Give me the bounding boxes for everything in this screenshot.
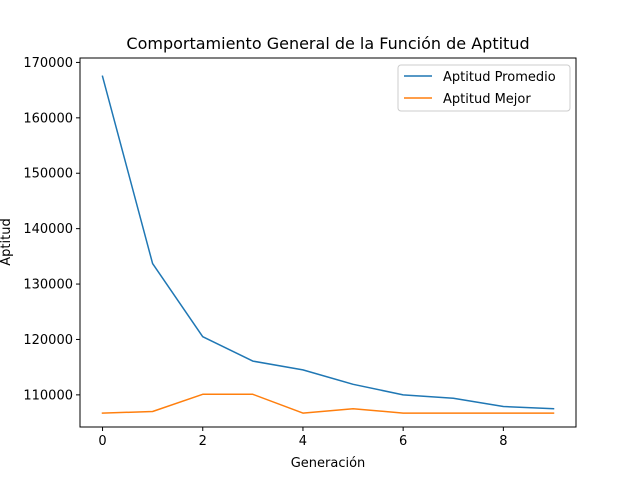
legend: Aptitud Promedio Aptitud Mejor [397, 64, 571, 112]
x-tick-label: 2 [199, 434, 207, 449]
x-tick-label: 6 [399, 434, 407, 449]
y-axis-label: Aptitud [0, 218, 14, 265]
x-tick-label: 4 [299, 434, 307, 449]
y-tick-label: 110000 [23, 388, 73, 403]
y-tick-label: 170000 [23, 56, 73, 71]
y-axis: 110000 120000 130000 140000 150000 160000 1700… [23, 56, 80, 403]
x-axis: 0 2 4 6 8 [98, 427, 507, 449]
legend-label: Aptitud Mejor [443, 92, 531, 107]
y-tick-label: 150000 [23, 167, 73, 182]
y-tick-label: 130000 [23, 278, 73, 293]
x-tick-label: 0 [98, 434, 106, 449]
chart-title: Comportamiento General de la Función de … [126, 34, 529, 53]
y-tick-label: 140000 [23, 222, 73, 237]
series-line-aptitud-mejor [101, 393, 555, 414]
legend-label: Aptitud Promedio [443, 70, 556, 85]
series-layer [101, 75, 555, 414]
plot-area-frame [79, 57, 577, 428]
legend-box [397, 64, 571, 112]
x-tick-label: 8 [499, 434, 507, 449]
x-axis-label: Generación [291, 456, 366, 471]
y-tick-label: 160000 [23, 111, 73, 126]
series-line-aptitud-promedio [101, 75, 555, 410]
y-tick-label: 120000 [23, 333, 73, 348]
